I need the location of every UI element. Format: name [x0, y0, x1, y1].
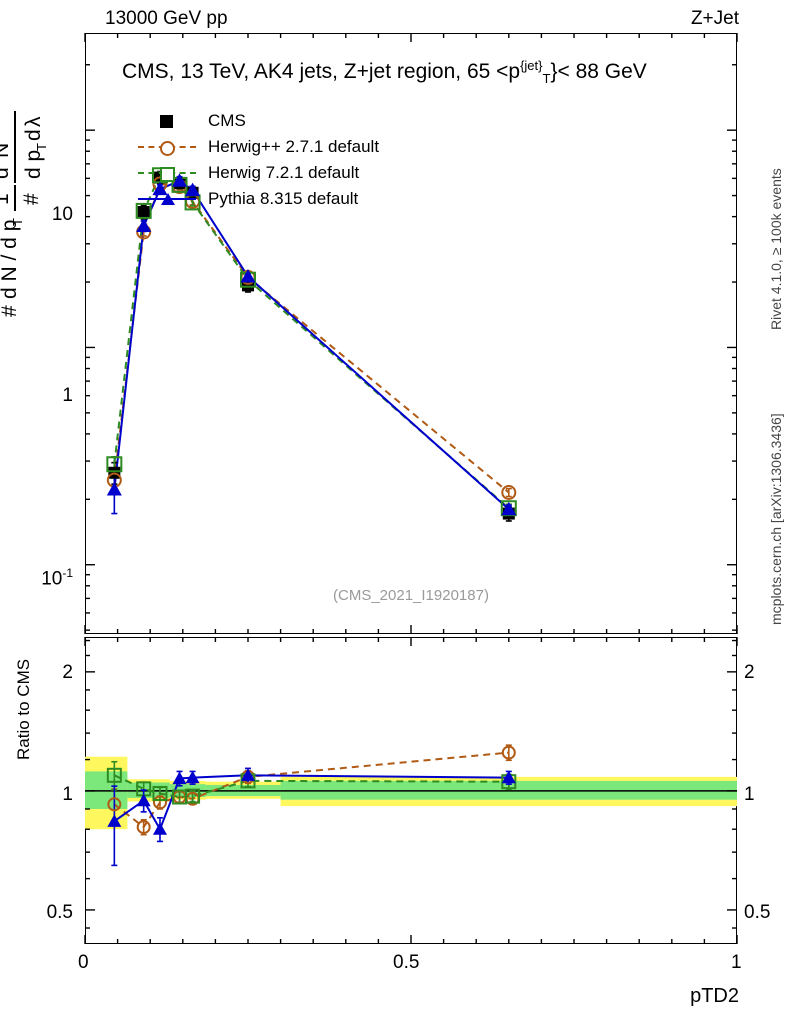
marker-filled-triangle — [185, 770, 200, 784]
x-tick-label-1: 1 — [731, 952, 742, 973]
legend-key-herwig7 — [138, 163, 196, 183]
svg-text:T: T — [10, 218, 25, 226]
marker-filled-triangle — [172, 173, 188, 187]
svg-text:d p: d p — [22, 150, 45, 179]
y-tick-mantissa: 10 — [41, 568, 63, 590]
plot-title-subscript: T — [542, 71, 551, 87]
marker-filled-square — [137, 206, 150, 219]
marker-open-square — [106, 767, 122, 783]
marker-filled-triangle — [152, 181, 168, 196]
marker-open-circle — [501, 745, 516, 760]
marker-open-circle — [136, 820, 151, 835]
legend-item-pythia[interactable]: Pythia 8.315 default — [138, 186, 379, 212]
mcplots-caption: mcplots.cern.ch [arXiv:1306.3436] — [768, 413, 784, 625]
open-circle-icon — [160, 141, 175, 156]
x-axis-label: pTD2 — [690, 985, 739, 1007]
svg-text:λ: λ — [22, 116, 45, 127]
svg-text:1: 1 — [0, 193, 13, 205]
svg-text:2: 2 — [0, 159, 3, 166]
marker-filled-triangle — [136, 793, 151, 807]
marker-open-square — [106, 456, 123, 473]
svg-text:d: d — [0, 167, 13, 179]
legend-item-cms[interactable]: CMS — [138, 108, 379, 134]
series-line — [113, 173, 510, 509]
svg-text:#: # — [0, 305, 21, 317]
marker-open-square — [152, 785, 168, 801]
marker-open-circle — [107, 797, 122, 812]
y-tick-label-0p1: 10-1 — [13, 566, 73, 590]
filled-square-icon — [160, 115, 173, 128]
main-plot-panel — [85, 33, 737, 634]
y-axis-label-main: # d N / d p T 1 # d 2 N d p T d λ — [0, 111, 49, 317]
marker-filled-triangle — [136, 218, 152, 233]
marker-filled-triangle — [185, 182, 201, 197]
marker-open-circle — [152, 795, 167, 810]
x-tick-label-0p5: 0.5 — [393, 952, 420, 973]
legend-key-cms — [138, 111, 196, 131]
analysis-id-watermark: (CMS_2021_I1920187) — [333, 587, 489, 604]
series-line — [113, 182, 510, 494]
x-tick-label-0: 0 — [78, 952, 89, 973]
legend-key-pythia — [138, 189, 196, 209]
plot-title-pre: CMS, 13 TeV, AK4 jets, Z+jet region, 65 … — [122, 60, 521, 83]
legend-label-pythia: Pythia 8.315 default — [208, 189, 359, 208]
ratio-tick-label-0p5-left: 0.5 — [46, 902, 73, 923]
ratio-tick-label-2-left: 2 — [62, 662, 73, 683]
process-header: Z+Jet — [690, 8, 739, 29]
legend: CMS Herwig++ 2.7.1 default Herwig 7.2.1 … — [138, 108, 379, 212]
legend-label-herwig7: Herwig 7.2.1 default — [208, 163, 360, 182]
marker-filled-triangle — [172, 771, 187, 785]
marker-open-square — [185, 788, 201, 804]
y-tick-exponent: -1 — [62, 566, 73, 580]
marker-open-square — [135, 202, 152, 219]
svg-text:T: T — [34, 143, 49, 151]
svg-text:d: d — [22, 129, 45, 141]
svg-text:#: # — [20, 193, 43, 205]
ratio-tick-label-0p5-right: 0.5 — [744, 902, 771, 923]
plot-title: CMS, 13 TeV, AK4 jets, Z+jet region, 65 … — [122, 58, 647, 86]
legend-label-herwigpp: Herwig++ 2.7.1 default — [208, 137, 380, 156]
marker-filled-triangle — [106, 481, 122, 496]
marker-filled-triangle — [501, 770, 516, 784]
open-square-icon — [160, 167, 175, 182]
ratio-tick-label-1-left: 1 — [62, 784, 73, 805]
ratio-tick-label-2-right: 2 — [744, 662, 755, 683]
marker-filled-triangle — [152, 822, 167, 835]
y-tick-label-10: 10 — [51, 204, 73, 225]
marker-filled-triangle — [501, 501, 517, 516]
plot-title-superscript: {jet} — [520, 58, 543, 73]
beam-energy-header: 13000 GeV pp — [105, 8, 228, 29]
marker-filled-triangle — [240, 269, 256, 283]
legend-label-cms: CMS — [208, 111, 246, 130]
filled-triangle-icon — [161, 193, 175, 205]
rivet-caption: Rivet 4.1.0, ≥ 100k events — [768, 168, 784, 330]
series-line — [113, 179, 510, 511]
marker-filled-triangle — [107, 814, 122, 827]
y-tick-label-1: 1 — [62, 385, 73, 406]
svg-text:d N / d p: d N / d p — [0, 220, 21, 299]
legend-key-herwigpp — [138, 137, 196, 157]
marker-filled-triangle — [241, 768, 255, 781]
plot-title-post: }< 88 GeV — [550, 60, 647, 83]
legend-item-herwigpp[interactable]: Herwig++ 2.7.1 default — [138, 134, 379, 160]
ratio-tick-label-1-right: 1 — [744, 784, 755, 805]
legend-item-herwig7[interactable]: Herwig 7.2.1 default — [138, 160, 379, 186]
svg-text:N: N — [0, 143, 13, 158]
marker-open-circle — [501, 485, 517, 501]
